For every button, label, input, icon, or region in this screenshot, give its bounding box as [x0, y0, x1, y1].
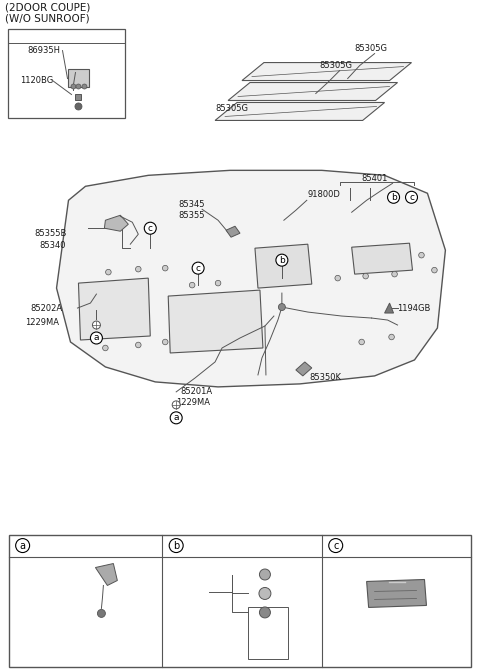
- Circle shape: [392, 271, 397, 277]
- Circle shape: [169, 539, 183, 552]
- Text: 95526: 95526: [276, 587, 302, 596]
- Circle shape: [93, 321, 100, 329]
- Bar: [9, 535, 471, 668]
- Text: 1194GB: 1194GB: [397, 303, 431, 313]
- Circle shape: [359, 340, 364, 345]
- Circle shape: [162, 265, 168, 271]
- Circle shape: [432, 267, 437, 273]
- Text: 95521: 95521: [276, 607, 302, 616]
- Circle shape: [260, 607, 270, 618]
- Circle shape: [144, 222, 156, 234]
- Polygon shape: [352, 243, 412, 274]
- Circle shape: [103, 345, 108, 351]
- Text: (2DOOR COUPE): (2DOOR COUPE): [5, 3, 90, 13]
- Circle shape: [76, 84, 81, 89]
- Text: 1120BG: 1120BG: [20, 76, 53, 85]
- Text: 85201A: 85201A: [180, 387, 212, 397]
- Circle shape: [135, 342, 141, 348]
- Circle shape: [387, 191, 399, 203]
- Circle shape: [363, 273, 369, 279]
- Polygon shape: [367, 580, 426, 607]
- Text: 85305G: 85305G: [355, 44, 388, 53]
- Circle shape: [75, 103, 82, 110]
- Circle shape: [335, 275, 340, 281]
- Text: 85235: 85235: [34, 572, 60, 581]
- Circle shape: [90, 332, 102, 344]
- Text: 91800D: 91800D: [308, 190, 341, 199]
- Circle shape: [189, 282, 195, 288]
- Polygon shape: [168, 290, 263, 353]
- Polygon shape: [242, 62, 411, 81]
- Text: c: c: [333, 541, 338, 551]
- Text: a: a: [20, 541, 25, 551]
- Circle shape: [259, 588, 271, 599]
- Text: 85355: 85355: [178, 211, 204, 219]
- Circle shape: [329, 539, 343, 552]
- Polygon shape: [228, 83, 397, 101]
- Text: (W/O SUNROOF): (W/O SUNROOF): [5, 13, 89, 23]
- Text: 95528: 95528: [276, 567, 302, 576]
- Circle shape: [215, 280, 221, 286]
- Text: 95520A: 95520A: [174, 588, 206, 597]
- Text: 85355B: 85355B: [35, 229, 67, 238]
- Text: a: a: [94, 333, 99, 342]
- Polygon shape: [57, 170, 445, 387]
- Text: b: b: [279, 256, 285, 264]
- Text: 85305G: 85305G: [320, 61, 353, 70]
- Circle shape: [406, 191, 418, 203]
- Circle shape: [170, 412, 182, 424]
- Circle shape: [97, 609, 106, 617]
- Bar: [248, 607, 288, 660]
- Circle shape: [106, 269, 111, 275]
- Text: c: c: [409, 193, 414, 202]
- Text: 85202A: 85202A: [31, 303, 63, 313]
- Polygon shape: [384, 303, 394, 313]
- Text: 1229MA: 1229MA: [176, 399, 210, 407]
- Text: c: c: [196, 264, 201, 272]
- Circle shape: [260, 569, 270, 580]
- Text: 85305G: 85305G: [215, 104, 248, 113]
- Text: 1243FE: 1243FE: [29, 591, 60, 600]
- Text: a: a: [173, 413, 179, 422]
- Text: 85401: 85401: [361, 174, 388, 183]
- Text: 92890A: 92890A: [358, 541, 395, 551]
- Bar: [8, 29, 125, 119]
- Polygon shape: [215, 103, 384, 121]
- Circle shape: [389, 334, 395, 340]
- Text: c: c: [148, 223, 153, 233]
- Circle shape: [162, 340, 168, 345]
- Circle shape: [278, 303, 286, 311]
- Circle shape: [71, 84, 76, 89]
- Bar: [68, 68, 89, 87]
- Polygon shape: [255, 244, 312, 288]
- Text: b: b: [173, 541, 180, 551]
- Polygon shape: [226, 226, 240, 238]
- Polygon shape: [296, 362, 312, 376]
- Circle shape: [172, 401, 180, 409]
- Circle shape: [135, 266, 141, 272]
- Text: b: b: [391, 193, 396, 202]
- Text: 1229MA: 1229MA: [24, 317, 59, 327]
- Circle shape: [192, 262, 204, 274]
- Text: 85350K: 85350K: [310, 374, 342, 382]
- Circle shape: [16, 539, 30, 552]
- Text: 85340: 85340: [39, 241, 66, 250]
- Circle shape: [419, 252, 424, 258]
- Polygon shape: [104, 215, 128, 231]
- Polygon shape: [75, 95, 82, 101]
- Text: 86935H: 86935H: [28, 46, 60, 55]
- Polygon shape: [78, 278, 150, 340]
- Circle shape: [276, 254, 288, 266]
- Text: 85345: 85345: [178, 200, 204, 209]
- Polygon shape: [96, 564, 117, 586]
- Circle shape: [82, 84, 87, 89]
